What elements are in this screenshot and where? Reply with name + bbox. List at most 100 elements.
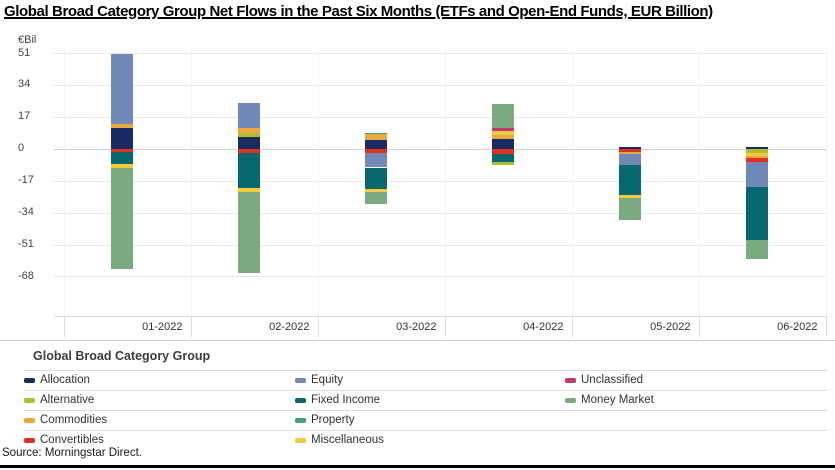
- legend-header: Global Broad Category Group: [33, 349, 211, 363]
- gridline: [54, 53, 826, 55]
- bar-segment-allocation[interactable]: [110, 128, 133, 150]
- legend-label: Equity: [311, 374, 343, 386]
- bar-segment-commodities[interactable]: [110, 123, 133, 129]
- gridline: [54, 148, 826, 150]
- column-separator: [571, 47, 573, 316]
- legend-swatch-commodities: [24, 418, 35, 423]
- bar-segment-convertibles[interactable]: [491, 149, 514, 154]
- legend-label: Property: [311, 414, 355, 426]
- bar-segment-money-market[interactable]: [745, 239, 768, 260]
- legend-swatch-unclassified: [565, 378, 576, 383]
- bar-segment-miscellaneous[interactable]: [110, 163, 133, 168]
- y-axis-tick-label: -68: [18, 269, 34, 282]
- gridline: [54, 180, 826, 182]
- bar-segment-money-market[interactable]: [618, 197, 641, 220]
- column-separator: [317, 47, 319, 316]
- y-axis-tick-label: 0: [18, 142, 25, 155]
- bar-segment-allocation[interactable]: [237, 137, 260, 150]
- legend-swatch-property: [295, 418, 306, 423]
- bar-segment-commodities[interactable]: [745, 155, 768, 159]
- legend-row: Allocation Equity Unclassified: [24, 370, 828, 391]
- x-axis-label: 05-2022: [650, 321, 691, 333]
- column-separator: [63, 47, 65, 316]
- legend-row: Commodities Property: [24, 410, 828, 431]
- x-axis-line: [54, 316, 826, 317]
- bar-segment-equity[interactable]: [237, 103, 260, 129]
- legend-label: Money Market: [581, 394, 654, 406]
- y-axis-tick-label: -51: [18, 238, 34, 251]
- bar-segment-convertibles[interactable]: [745, 158, 768, 163]
- bar-segment-money-market[interactable]: [491, 104, 514, 129]
- y-axis-tick-label: 17: [18, 110, 31, 123]
- y-axis-tick-label: -17: [18, 174, 34, 187]
- y-axis-tick-label: 51: [18, 46, 31, 59]
- bar-segment-miscellaneous[interactable]: [491, 130, 514, 135]
- bar-segment-money-market[interactable]: [364, 191, 387, 205]
- bar-segment-fixed-income[interactable]: [618, 164, 641, 195]
- bar-segment-fixed-income[interactable]: [491, 153, 514, 163]
- gridline: [54, 276, 826, 278]
- legend-label: Alternative: [40, 394, 95, 406]
- bar-segment-alternative[interactable]: [491, 162, 514, 166]
- bar-segment-allocation[interactable]: [745, 147, 768, 150]
- bar-segment-commodities[interactable]: [618, 151, 641, 155]
- y-axis-unit-label: €Bil: [18, 34, 37, 46]
- bar-segment-convertibles[interactable]: [237, 149, 260, 154]
- column-separator: [444, 47, 446, 316]
- bar-segment-property[interactable]: [364, 133, 387, 135]
- legend-swatch-money-market: [565, 398, 576, 403]
- bar-segment-money-market[interactable]: [237, 192, 260, 273]
- x-axis-tick: [825, 316, 827, 337]
- legend-label: Allocation: [40, 374, 90, 386]
- x-axis-tick: [317, 316, 319, 337]
- bar-segment-fixed-income[interactable]: [745, 187, 768, 240]
- column-separator: [825, 47, 827, 316]
- source-note: Source: Morningstar Direct.: [2, 447, 142, 459]
- legend-swatch-miscellaneous: [295, 438, 306, 443]
- legend-swatch-allocation: [24, 378, 35, 383]
- bar-segment-miscellaneous[interactable]: [364, 188, 387, 192]
- x-axis-tick: [190, 316, 192, 337]
- bar-segment-equity[interactable]: [745, 162, 768, 188]
- x-axis-label: 06-2022: [777, 321, 818, 333]
- bar-segment-alternative[interactable]: [745, 149, 768, 154]
- legend-row: Convertibles Miscellaneous: [24, 430, 828, 451]
- bar-segment-fixed-income[interactable]: [237, 153, 260, 189]
- bar-segment-commodities[interactable]: [237, 128, 260, 134]
- x-axis-tick: [698, 316, 700, 337]
- x-axis-label: 04-2022: [523, 321, 564, 333]
- bar-segment-commodities[interactable]: [364, 134, 387, 140]
- bar-segment-convertibles[interactable]: [618, 149, 641, 152]
- bar-segment-fixed-income[interactable]: [110, 152, 133, 164]
- x-axis-label: 02-2022: [269, 321, 310, 333]
- bar-segment-fixed-income[interactable]: [364, 167, 387, 189]
- bar-segment-equity[interactable]: [364, 153, 387, 168]
- legend-row: Alternative Fixed Income Money Market: [24, 390, 828, 411]
- bar-segment-allocation[interactable]: [364, 139, 387, 150]
- legend-label: Miscellaneous: [311, 434, 384, 446]
- gridline: [54, 244, 826, 246]
- bar-segment-miscellaneous[interactable]: [237, 188, 260, 193]
- legend-swatch-fixed-income: [295, 398, 306, 403]
- x-axis-tick: [444, 316, 446, 337]
- bar-segment-equity[interactable]: [110, 54, 133, 124]
- x-axis-tick: [63, 316, 65, 337]
- bar-segment-commodities[interactable]: [491, 134, 514, 140]
- bar-segment-unclassified[interactable]: [491, 128, 514, 131]
- x-axis-label: 01-2022: [142, 321, 183, 333]
- bar-segment-miscellaneous[interactable]: [618, 194, 641, 198]
- gridline: [54, 116, 826, 118]
- bar-segment-equity[interactable]: [618, 154, 641, 165]
- bar-segment-money-market[interactable]: [110, 167, 133, 269]
- bar-segment-allocation[interactable]: [491, 139, 514, 150]
- legend-label: Fixed Income: [311, 394, 381, 406]
- bar-segment-convertibles[interactable]: [364, 149, 387, 154]
- bar-segment-convertibles[interactable]: [110, 149, 133, 153]
- bar-segment-allocation[interactable]: [618, 147, 641, 150]
- column-separator: [190, 47, 192, 316]
- bar-segment-miscellaneous[interactable]: [745, 153, 768, 156]
- y-axis-tick-label: -34: [18, 206, 34, 219]
- bar-segment-alternative[interactable]: [237, 133, 260, 138]
- x-axis-label: 03-2022: [396, 321, 437, 333]
